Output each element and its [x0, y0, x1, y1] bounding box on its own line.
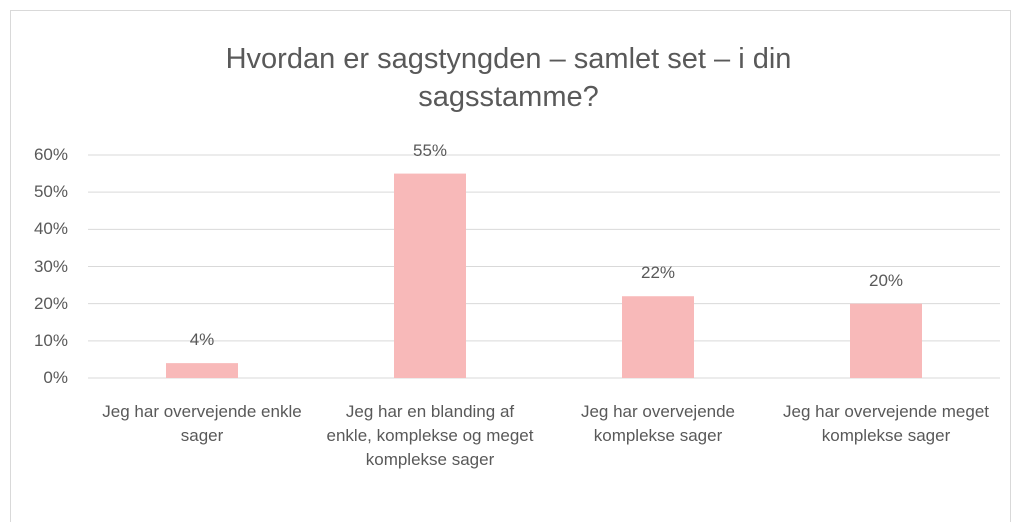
- data-label: 22%: [640, 263, 676, 283]
- y-tick-label: 40%: [33, 219, 68, 239]
- data-label: 55%: [412, 140, 448, 160]
- x-tick-label: Jeg har overvejende meget komplekse sage…: [782, 402, 990, 445]
- y-tick-label: 50%: [33, 182, 68, 202]
- chart-title: Hvordan er sagstyngden – samlet set – i …: [225, 43, 792, 113]
- y-tick-label: 10%: [33, 330, 68, 350]
- bar: [394, 173, 466, 378]
- data-label: 4%: [189, 330, 215, 350]
- x-tick-label: Jeg har en blanding af enkle, komplekse …: [326, 402, 534, 469]
- bar: [850, 303, 922, 378]
- y-tick-label: 60%: [33, 145, 68, 164]
- x-tick-label: Jeg har overvejende komplekse sager: [580, 402, 736, 445]
- y-tick-label: 20%: [33, 293, 68, 313]
- bar: [622, 296, 694, 378]
- y-tick-label: 30%: [33, 256, 68, 276]
- bar: [166, 363, 238, 378]
- data-label: 20%: [868, 270, 904, 290]
- y-tick-label: 0%: [43, 368, 68, 387]
- x-tick-label: Jeg har overvejende enkle sager: [102, 402, 302, 445]
